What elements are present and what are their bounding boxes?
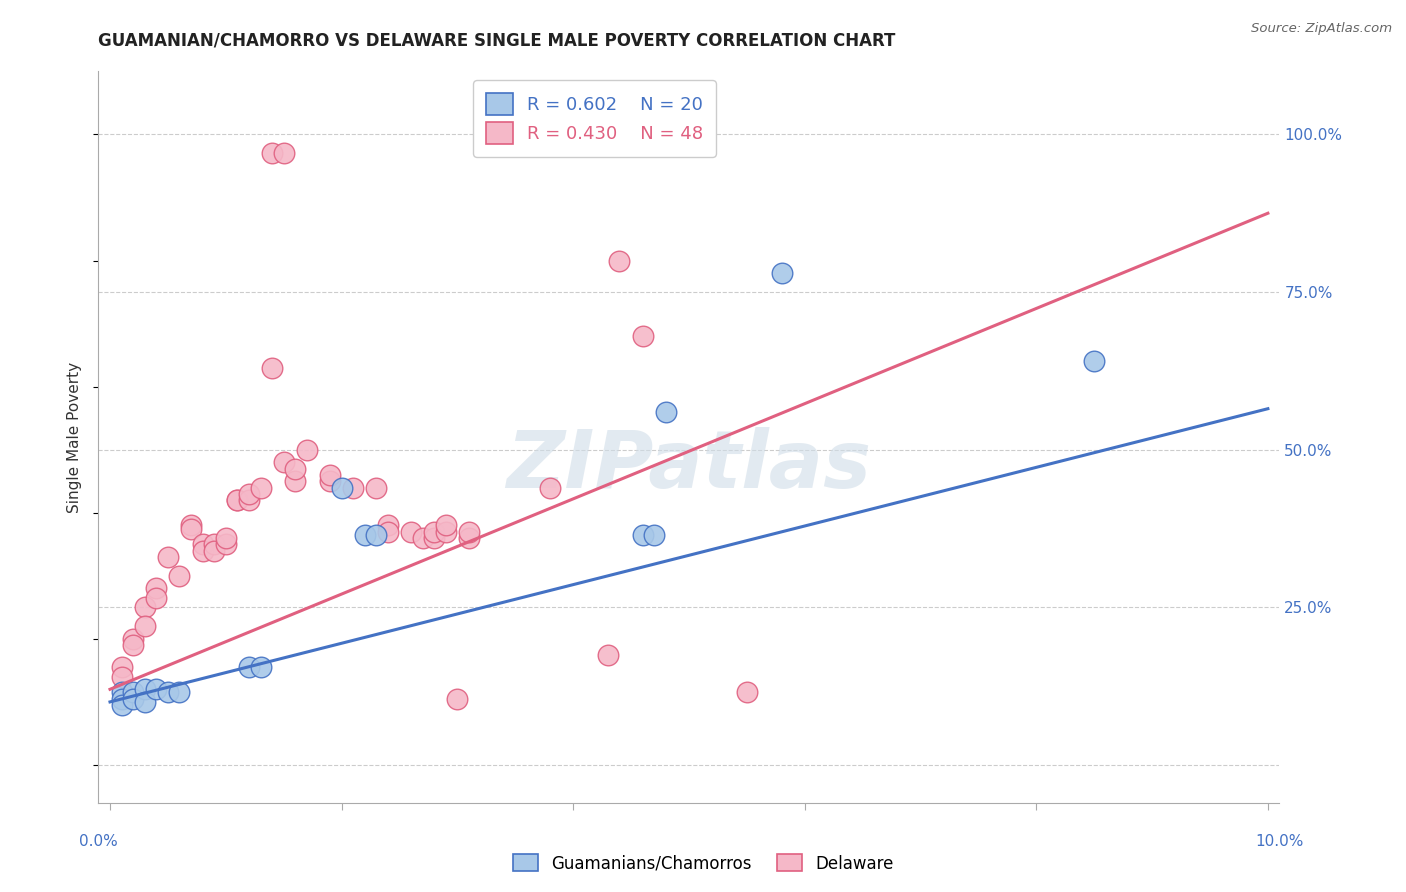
Legend: Guamanians/Chamorros, Delaware: Guamanians/Chamorros, Delaware [506, 847, 900, 880]
Point [156, 549, 179, 564]
Point [215, 531, 238, 545]
Point [191, 537, 214, 551]
Point [110, 698, 132, 712]
Point [366, 528, 388, 542]
Point [596, 648, 619, 662]
Point [770, 266, 793, 280]
Point [295, 442, 318, 457]
Point [273, 146, 295, 161]
Point [655, 405, 678, 419]
Point [538, 481, 561, 495]
Point [145, 582, 167, 596]
Point [458, 524, 481, 539]
Point [202, 543, 225, 558]
Point [399, 524, 422, 539]
Point [249, 481, 271, 495]
Point [122, 632, 145, 646]
Text: 10.0%: 10.0% [1256, 834, 1303, 849]
Point [458, 531, 481, 545]
Point [122, 691, 145, 706]
Point [169, 569, 191, 583]
Point [226, 493, 249, 508]
Point [609, 253, 631, 268]
Point [145, 682, 167, 697]
Y-axis label: Single Male Poverty: Single Male Poverty [67, 361, 83, 513]
Point [180, 521, 202, 535]
Point [423, 531, 446, 545]
Point [423, 524, 446, 539]
Text: ZIPatlas: ZIPatlas [506, 427, 872, 506]
Point [226, 493, 249, 508]
Point [262, 146, 284, 161]
Point [134, 619, 156, 633]
Text: 0.0%: 0.0% [79, 834, 118, 849]
Point [353, 528, 375, 542]
Point [330, 481, 353, 495]
Point [180, 518, 202, 533]
Point [273, 455, 295, 469]
Point [215, 537, 238, 551]
Point [377, 518, 399, 533]
Point [122, 685, 145, 699]
Point [191, 543, 214, 558]
Point [262, 360, 284, 375]
Point [377, 524, 399, 539]
Point [122, 638, 145, 652]
Point [319, 474, 342, 488]
Point [631, 528, 654, 542]
Point [156, 685, 179, 699]
Point [110, 685, 132, 699]
Legend: R = 0.602    N = 20, R = 0.430    N = 48: R = 0.602 N = 20, R = 0.430 N = 48 [472, 80, 716, 157]
Point [238, 493, 260, 508]
Point [238, 487, 260, 501]
Point [434, 524, 457, 539]
Point [249, 660, 271, 674]
Point [134, 695, 156, 709]
Text: Source: ZipAtlas.com: Source: ZipAtlas.com [1251, 22, 1392, 36]
Text: GUAMANIAN/CHAMORRO VS DELAWARE SINGLE MALE POVERTY CORRELATION CHART: GUAMANIAN/CHAMORRO VS DELAWARE SINGLE MA… [98, 31, 896, 49]
Point [145, 591, 167, 605]
Point [110, 660, 132, 674]
Point [134, 600, 156, 615]
Point [238, 660, 260, 674]
Point [412, 531, 434, 545]
Point [366, 481, 388, 495]
Point [342, 481, 364, 495]
Point [735, 685, 758, 699]
Point [202, 537, 225, 551]
Point [134, 682, 156, 697]
Point [284, 461, 307, 475]
Point [434, 518, 457, 533]
Point [284, 474, 307, 488]
Point [643, 528, 665, 542]
Point [319, 467, 342, 482]
Point [631, 329, 654, 343]
Point [1083, 354, 1105, 368]
Point [446, 691, 468, 706]
Point [169, 685, 191, 699]
Point [110, 670, 132, 684]
Point [110, 691, 132, 706]
